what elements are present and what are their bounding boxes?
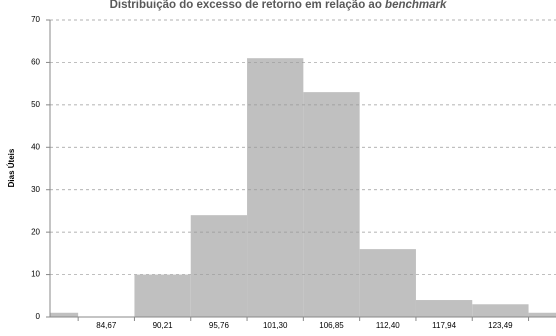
title-main: Distribuição do excesso de retorno em re… bbox=[110, 0, 382, 11]
x-tick-label: 101,30 bbox=[263, 321, 288, 330]
bar bbox=[134, 274, 191, 317]
x-tick-label: 106,85 bbox=[319, 321, 344, 330]
bar bbox=[528, 312, 556, 317]
y-tick-label: 40 bbox=[31, 142, 40, 151]
x-tick-label: 123,49 bbox=[488, 321, 513, 330]
y-tick-label: 60 bbox=[31, 58, 40, 67]
x-tick-label: 84,67 bbox=[96, 321, 117, 330]
x-tick-label: 95,76 bbox=[209, 321, 230, 330]
y-axis-label: Dias Úteis bbox=[7, 148, 16, 187]
bar bbox=[190, 215, 248, 317]
bar bbox=[247, 58, 304, 317]
x-tick-label: 112,40 bbox=[376, 321, 400, 330]
bar bbox=[359, 249, 416, 317]
title-italic: benchmark bbox=[385, 0, 447, 11]
bar bbox=[472, 304, 529, 317]
y-tick-label: 20 bbox=[31, 227, 40, 236]
y-tick-label: 50 bbox=[31, 100, 40, 109]
y-tick-label: 70 bbox=[31, 15, 40, 24]
bar bbox=[50, 312, 79, 317]
x-tick-label: 90,21 bbox=[153, 321, 174, 330]
y-tick-label: 10 bbox=[31, 270, 40, 279]
x-tick-label: 117,94 bbox=[432, 321, 456, 330]
bars bbox=[50, 58, 556, 317]
y-tick-label: 0 bbox=[36, 312, 41, 321]
chart-title: Distribuição do excesso de retorno em re… bbox=[110, 0, 447, 11]
y-tick-label: 30 bbox=[31, 185, 40, 194]
bar bbox=[303, 92, 360, 317]
bar bbox=[415, 300, 473, 317]
